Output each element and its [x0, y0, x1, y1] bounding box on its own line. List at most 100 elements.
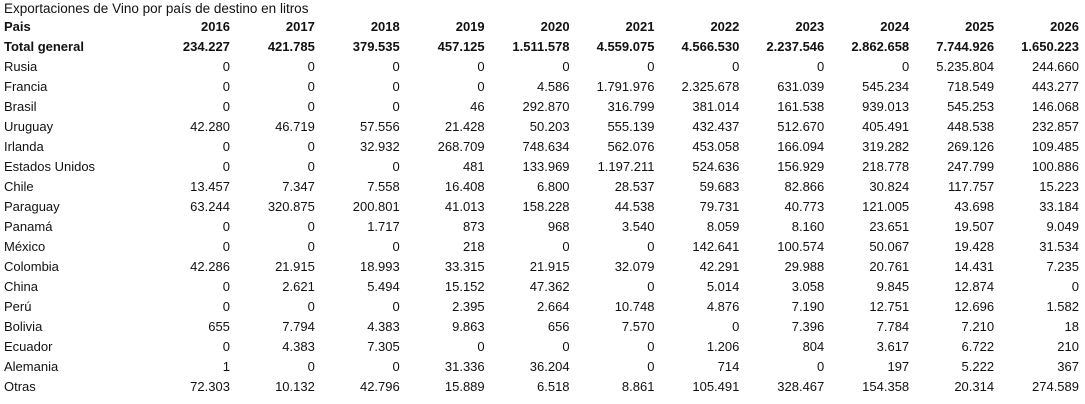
value-cell[interactable]: 0	[477, 59, 485, 74]
value-cell[interactable]: 524.636	[692, 159, 740, 174]
value-cell[interactable]: 5.494	[367, 279, 400, 294]
value-cell[interactable]: 44.538	[614, 199, 655, 214]
value-cell[interactable]: 319.282	[862, 139, 910, 154]
value-cell[interactable]: 105.491	[692, 379, 740, 394]
total-cell[interactable]: 2.862.658	[851, 39, 910, 54]
value-cell[interactable]: 5.014	[706, 279, 740, 294]
value-cell[interactable]: 43.698	[954, 199, 995, 214]
value-cell[interactable]: 7.235	[1046, 259, 1079, 274]
value-cell[interactable]: 1.197.211	[597, 159, 655, 174]
value-cell[interactable]: 1	[222, 359, 230, 374]
value-cell[interactable]: 0	[392, 359, 400, 374]
value-cell[interactable]: 0	[392, 299, 400, 314]
value-cell[interactable]: 50.067	[869, 239, 910, 254]
value-cell[interactable]: 4.876	[706, 299, 740, 314]
value-cell[interactable]: 32.932	[359, 139, 400, 154]
column-header-year[interactable]: 2022	[710, 19, 740, 34]
value-cell[interactable]: 100.574	[777, 239, 825, 254]
country-cell[interactable]: China	[4, 279, 38, 294]
value-cell[interactable]: 244.660	[1032, 59, 1079, 74]
total-cell[interactable]: 421.785	[267, 39, 315, 54]
value-cell[interactable]: 50.203	[529, 119, 570, 134]
value-cell[interactable]: 0	[562, 339, 570, 354]
value-cell[interactable]: 0	[222, 99, 230, 114]
value-cell[interactable]: 555.139	[607, 119, 655, 134]
value-cell[interactable]: 19.507	[954, 219, 995, 234]
total-cell[interactable]: 1.650.223	[1021, 39, 1079, 54]
value-cell[interactable]: 0	[901, 59, 910, 74]
value-cell[interactable]: 0	[307, 79, 315, 94]
value-cell[interactable]: 873	[462, 219, 485, 234]
value-cell[interactable]: 0	[647, 339, 655, 354]
value-cell[interactable]: 12.751	[869, 299, 910, 314]
total-label[interactable]: Total general	[4, 39, 84, 54]
value-cell[interactable]: 23.651	[869, 219, 910, 234]
column-header-year[interactable]: 2025	[965, 19, 995, 34]
value-cell[interactable]: 0	[222, 219, 230, 234]
value-cell[interactable]: 197	[887, 359, 910, 374]
value-cell[interactable]: 42.796	[359, 379, 400, 394]
value-cell[interactable]: 269.126	[947, 139, 995, 154]
value-cell[interactable]: 545.253	[947, 99, 995, 114]
value-cell[interactable]: 512.670	[777, 119, 825, 134]
column-header-year[interactable]: 2026	[1050, 19, 1079, 34]
country-cell[interactable]: Alemania	[4, 359, 59, 374]
value-cell[interactable]: 36.204	[529, 359, 570, 374]
value-cell[interactable]: 210	[1057, 339, 1079, 354]
value-cell[interactable]: 7.570	[621, 319, 655, 334]
value-cell[interactable]: 19.428	[954, 239, 995, 254]
country-cell[interactable]: México	[4, 239, 46, 254]
value-cell[interactable]: 562.076	[607, 139, 655, 154]
value-cell[interactable]: 30.824	[869, 179, 910, 194]
value-cell[interactable]: 804	[802, 339, 825, 354]
value-cell[interactable]: 31.534	[1039, 239, 1079, 254]
value-cell[interactable]: 7.558	[367, 179, 400, 194]
value-cell[interactable]: 0	[222, 299, 230, 314]
value-cell[interactable]: 631.039	[777, 79, 825, 94]
value-cell[interactable]: 247.799	[947, 159, 995, 174]
total-cell[interactable]: 379.535	[352, 39, 400, 54]
value-cell[interactable]: 158.228	[522, 199, 570, 214]
value-cell[interactable]: 0	[1071, 279, 1079, 294]
value-cell[interactable]: 0	[307, 59, 315, 74]
value-cell[interactable]: 15.152	[444, 279, 485, 294]
value-cell[interactable]: 57.556	[359, 119, 400, 134]
value-cell[interactable]: 21.915	[275, 259, 315, 274]
value-cell[interactable]: 7.210	[961, 319, 995, 334]
value-cell[interactable]: 156.929	[777, 159, 825, 174]
value-cell[interactable]: 0	[307, 299, 315, 314]
value-cell[interactable]: 10.132	[275, 379, 315, 394]
country-cell[interactable]: Paraguay	[4, 199, 60, 214]
value-cell[interactable]: 33.315	[444, 259, 485, 274]
value-cell[interactable]: 656	[547, 319, 570, 334]
value-cell[interactable]: 328.467	[777, 379, 825, 394]
value-cell[interactable]: 142.641	[692, 239, 740, 254]
value-cell[interactable]: 10.748	[614, 299, 655, 314]
value-cell[interactable]: 0	[562, 239, 570, 254]
country-cell[interactable]: Francia	[4, 79, 48, 94]
country-cell[interactable]: Irlanda	[4, 139, 44, 154]
total-cell[interactable]: 4.566.530	[681, 39, 740, 54]
total-cell[interactable]: 2.237.546	[766, 39, 825, 54]
value-cell[interactable]: 47.362	[529, 279, 570, 294]
column-header-year[interactable]: 2024	[880, 19, 910, 34]
value-cell[interactable]: 0	[307, 99, 315, 114]
value-cell[interactable]: 367	[1057, 359, 1079, 374]
column-header-year[interactable]: 2018	[370, 19, 400, 34]
value-cell[interactable]: 0	[222, 239, 230, 254]
value-cell[interactable]: 6.722	[961, 339, 995, 354]
value-cell[interactable]: 200.801	[352, 199, 400, 214]
value-cell[interactable]: 15.223	[1039, 179, 1079, 194]
value-cell[interactable]: 41.013	[444, 199, 485, 214]
country-cell[interactable]: Rusia	[4, 59, 38, 74]
value-cell[interactable]: 4.383	[282, 339, 315, 354]
value-cell[interactable]: 8.059	[706, 219, 740, 234]
value-cell[interactable]: 0	[307, 139, 315, 154]
value-cell[interactable]: 292.870	[522, 99, 570, 114]
total-cell[interactable]: 4.559.075	[596, 39, 655, 54]
value-cell[interactable]: 14.431	[954, 259, 995, 274]
value-cell[interactable]: 0	[392, 79, 400, 94]
value-cell[interactable]: 0	[647, 359, 655, 374]
value-cell[interactable]: 166.094	[777, 139, 825, 154]
country-cell[interactable]: Otras	[4, 379, 36, 394]
